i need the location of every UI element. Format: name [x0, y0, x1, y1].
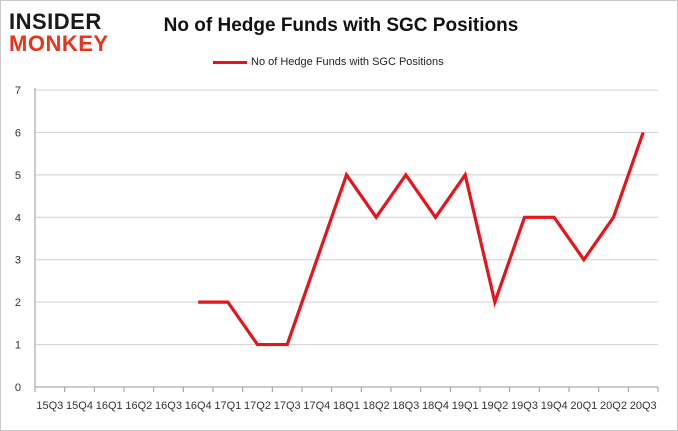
x-tick-label: 17Q1	[214, 400, 241, 412]
x-tick-label: 15Q3	[36, 400, 63, 412]
x-tick-label: 20Q2	[600, 400, 627, 412]
x-tick-label: 16Q3	[155, 400, 182, 412]
y-tick-label: 1	[15, 340, 21, 352]
x-tick-label: 19Q4	[541, 400, 568, 412]
x-tick-label: 17Q3	[274, 400, 301, 412]
x-tick-label: 19Q2	[481, 400, 508, 412]
logo-line-1: INSIDER	[9, 9, 102, 34]
y-tick-label: 4	[15, 212, 21, 224]
x-tick-label: 18Q4	[422, 400, 449, 412]
x-tick-label: 18Q1	[333, 400, 360, 412]
x-tick-label: 17Q2	[244, 400, 271, 412]
series-line	[198, 131, 645, 347]
x-tick-label: 20Q1	[570, 400, 597, 412]
y-tick-label: 2	[15, 297, 21, 309]
insider-monkey-logo: INSIDER MONKEY	[9, 11, 127, 55]
x-tick-label: 16Q1	[96, 400, 123, 412]
y-tick-label: 7	[15, 85, 21, 97]
x-tick-label: 18Q2	[363, 400, 390, 412]
x-tick-label: 16Q4	[185, 400, 212, 412]
chart-legend: No of Hedge Funds with SGC Positions	[213, 54, 444, 70]
x-tick-label: 19Q3	[511, 400, 538, 412]
chart-title: No of Hedge Funds with SGC Positions	[163, 15, 519, 36]
y-tick-label: 6	[15, 127, 21, 139]
y-tick-label: 0	[15, 382, 21, 394]
logo-line-2: MONKEY	[9, 31, 109, 56]
x-tick-label: 20Q3	[630, 400, 657, 412]
legend-label: No of Hedge Funds with SGC Positions	[251, 56, 444, 68]
x-tick-label: 19Q1	[452, 400, 479, 412]
x-tick-label: 18Q3	[392, 400, 419, 412]
x-tick-label: 17Q4	[303, 400, 330, 412]
legend-swatch	[213, 60, 247, 64]
x-tick-label: 16Q2	[125, 400, 152, 412]
y-tick-label: 3	[15, 255, 21, 267]
y-tick-label: 5	[15, 170, 21, 182]
x-tick-label: 15Q4	[66, 400, 93, 412]
